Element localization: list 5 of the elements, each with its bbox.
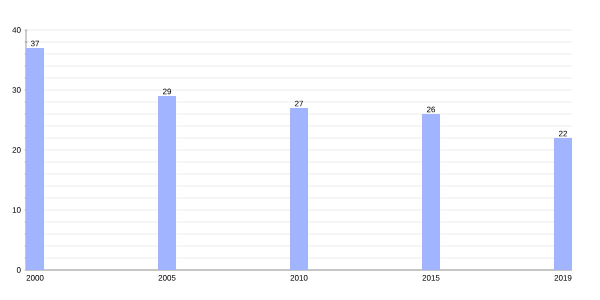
- bar: [554, 138, 572, 270]
- bar: [422, 114, 440, 270]
- bar: [158, 96, 176, 270]
- bar: [290, 108, 308, 270]
- bar: [26, 48, 44, 270]
